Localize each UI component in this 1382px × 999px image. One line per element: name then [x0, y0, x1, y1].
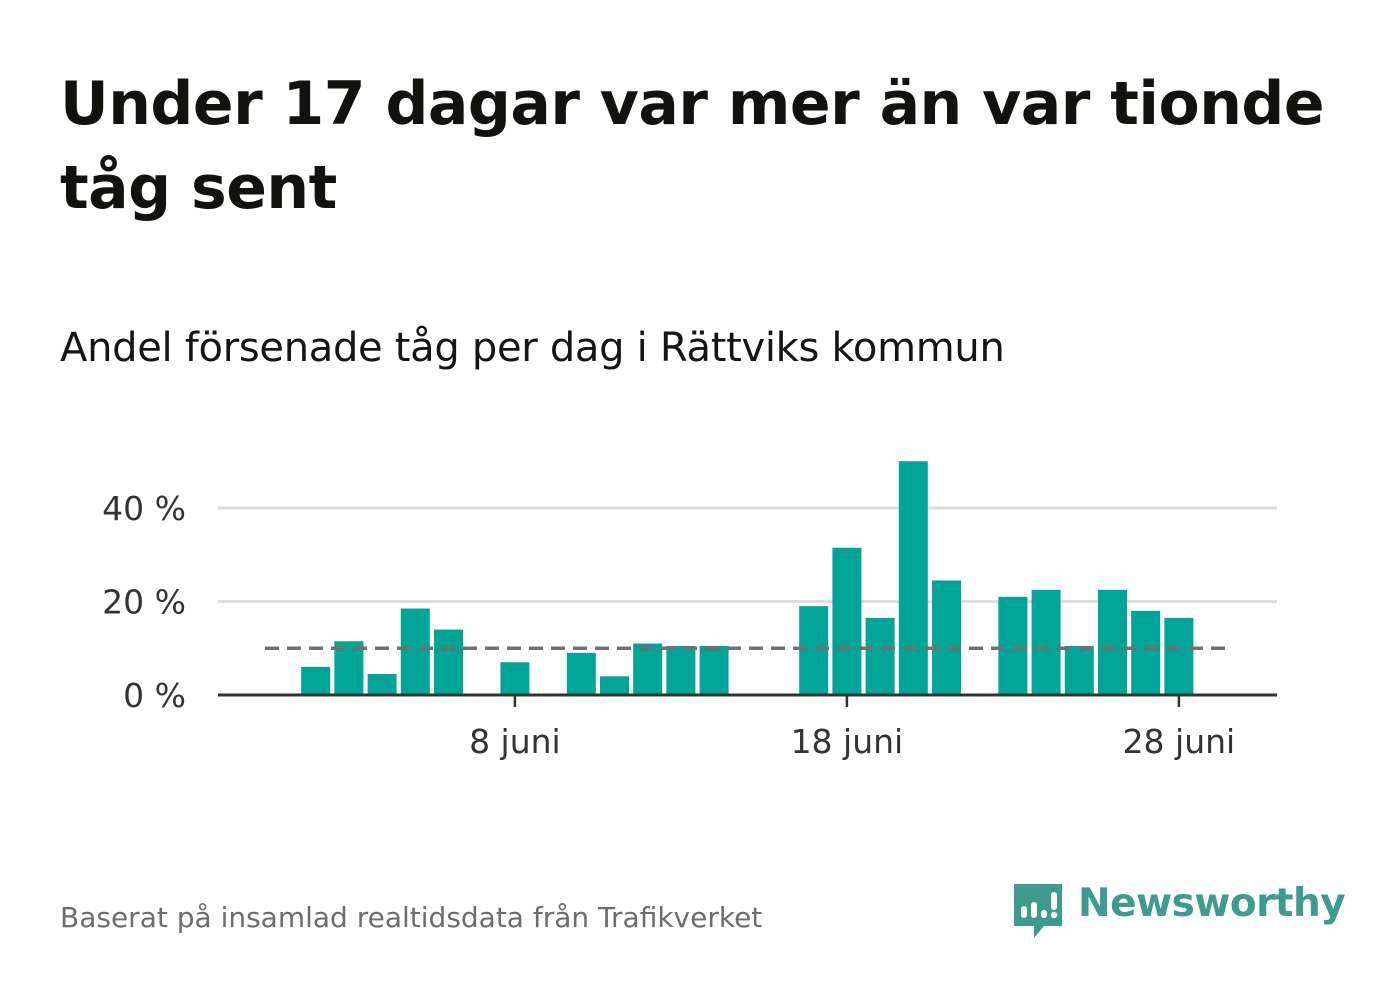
- y-tick-label: 40 %: [102, 489, 186, 528]
- y-tick-labels: 0 % 20 % 40 %: [102, 489, 186, 715]
- x-tick-label: 8 juni: [469, 722, 561, 761]
- bar: [1131, 610, 1161, 695]
- bar: [301, 666, 331, 695]
- bar: [1098, 589, 1127, 695]
- bar: [1064, 645, 1094, 695]
- newsworthy-chart-bubble-icon: [1014, 884, 1062, 938]
- bar-chart: 8 juni 18 juni 28 juni 0 % 20 % 40 %: [102, 461, 1277, 761]
- source-note: Baserat på insamlad realtidsdata från Tr…: [60, 901, 763, 934]
- bar: [400, 608, 430, 695]
- y-tick-label: 0 %: [123, 676, 186, 715]
- bar: [699, 645, 729, 695]
- y-grid: [218, 506, 1277, 603]
- bar: [865, 617, 895, 695]
- chart-title: Under 17 dagar var mer än var tionde tåg…: [60, 69, 1325, 223]
- bar: [334, 641, 364, 695]
- x-tick-label: 28 juni: [1123, 722, 1236, 761]
- y-tick-label: 20 %: [102, 583, 186, 622]
- bar: [898, 461, 928, 695]
- bar: [367, 673, 397, 695]
- bar: [832, 547, 862, 695]
- bar: [1164, 617, 1194, 695]
- newsworthy-logo[interactable]: Newsworthy: [1010, 878, 1346, 942]
- bar: [600, 676, 629, 695]
- bar: [1031, 589, 1061, 695]
- x-tick-label: 18 juni: [791, 722, 904, 761]
- chart-subtitle: Andel försenade tåg per dag i Rättviks k…: [60, 325, 1005, 371]
- bar: [932, 580, 961, 695]
- brand-name: Newsworthy: [1078, 881, 1346, 926]
- bar: [799, 606, 829, 695]
- bar: [633, 643, 663, 695]
- bar: [500, 662, 530, 695]
- bar: [998, 596, 1028, 695]
- x-axis: 8 juni 18 juni 28 juni: [218, 693, 1277, 761]
- bars: [301, 461, 1194, 695]
- bar: [666, 645, 696, 695]
- bar: [434, 629, 463, 695]
- bar: [566, 652, 596, 695]
